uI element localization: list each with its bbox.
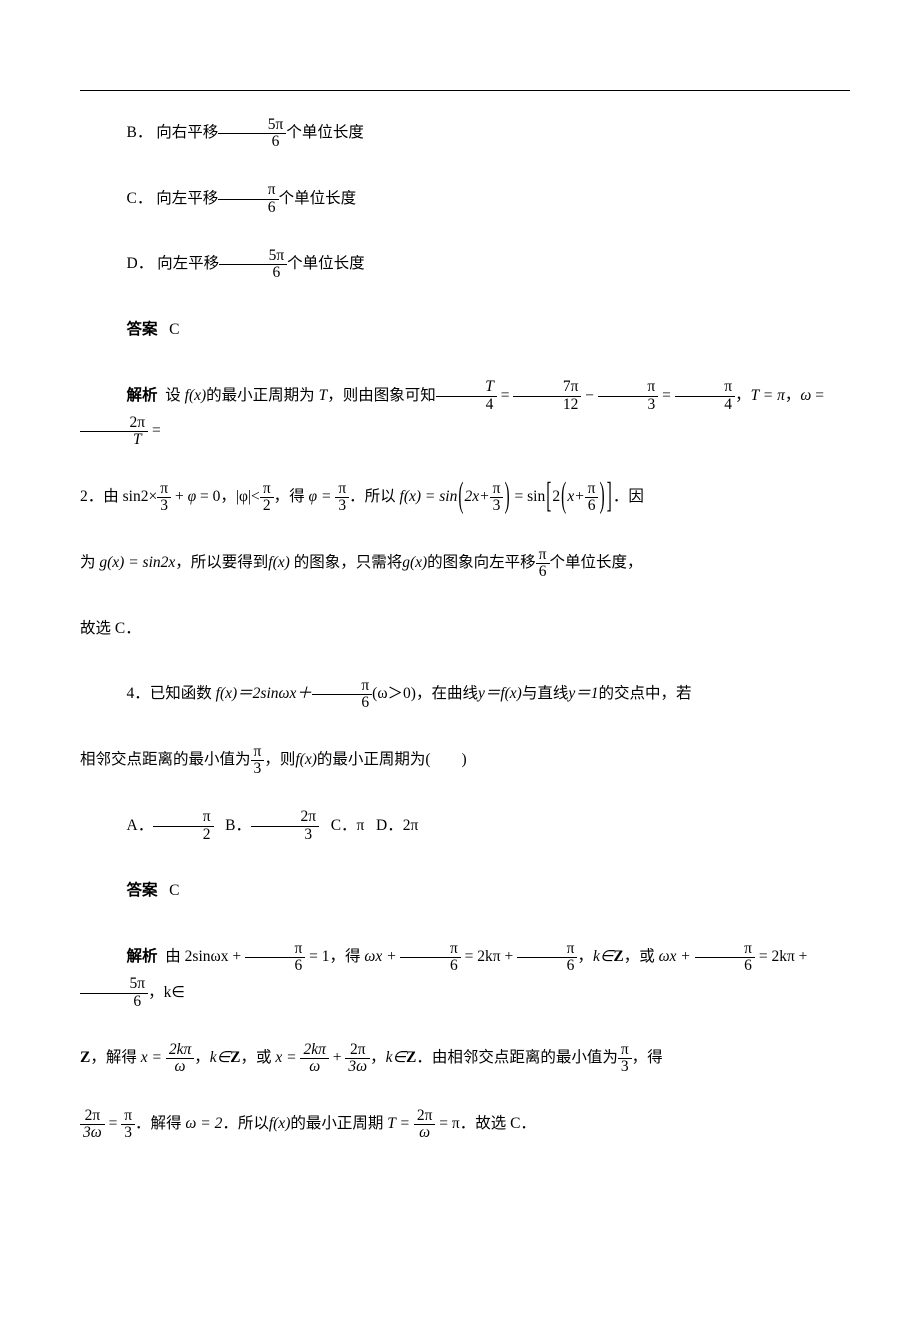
option-label: A． — [127, 817, 154, 834]
answer-label: 答案 — [127, 321, 158, 338]
fraction: 5π6 — [219, 248, 287, 282]
option-text: 向右平移 — [156, 124, 218, 141]
rbracket-icon: ] — [607, 456, 612, 538]
fraction: π6 — [400, 941, 460, 975]
fraction: π2 — [260, 481, 274, 515]
q4-explanation-line3: 2π3ω = π3．解得 ω = 2．所以f(x)的最小正周期 T = 2πω … — [80, 1106, 850, 1142]
fraction: π6 — [245, 941, 305, 975]
q4-answer: 答案 C — [80, 873, 850, 909]
rparen-icon: ) — [599, 456, 604, 538]
q3-option-d: D． 向左平移5π6个单位长度 — [80, 246, 850, 282]
q4-options: A．π2 B．2π3 C．π D．2π — [80, 808, 850, 844]
option-label: D． — [376, 817, 403, 834]
fraction: π6 — [517, 941, 577, 975]
lparen-icon: ( — [458, 456, 463, 538]
explanation-label: 解析 — [127, 387, 158, 404]
option-label: B． — [225, 817, 251, 834]
option-label: C． — [127, 190, 153, 207]
fraction: π3 — [157, 481, 171, 515]
fraction: 7π12 — [513, 379, 581, 413]
fraction: 5π6 — [218, 117, 286, 151]
fraction: 2kπω — [300, 1042, 328, 1076]
q4-stem: 4．已知函数 f(x)＝2sinωx＋π6(ω＞0)，在曲线y＝f(x)与直线y… — [80, 676, 850, 712]
fraction: π6 — [585, 481, 599, 515]
q3-explanation-line4: 故选 C． — [80, 611, 850, 647]
lparen-icon: ( — [561, 456, 566, 538]
q4-stem-line2: 相邻交点距离的最小值为π3，则f(x)的最小正周期为( ) — [80, 742, 850, 778]
q3-answer: 答案 C — [80, 312, 850, 348]
fraction: 2π3ω — [345, 1042, 370, 1076]
fraction: π3 — [121, 1108, 135, 1142]
fraction: 2kπω — [166, 1042, 194, 1076]
option-label: D． — [127, 255, 154, 272]
answer-value: C — [169, 321, 179, 338]
fraction: π4 — [675, 379, 735, 413]
fraction: 5π6 — [80, 976, 148, 1010]
option-text: 向左平移 — [156, 190, 218, 207]
fraction: 2π3ω — [80, 1108, 105, 1142]
option-label: B． — [127, 124, 153, 141]
option-text: 向左平移 — [157, 255, 219, 272]
q3-explanation-line3: 为 g(x) = sin2x，所以要得到f(x) 的图象，只需将g(x)的图象向… — [80, 545, 850, 581]
fraction: π6 — [312, 678, 372, 712]
q3-option-b: B． 向右平移5π6个单位长度 — [80, 115, 850, 151]
explanation-label: 解析 — [127, 948, 158, 965]
fx: f(x) — [185, 387, 207, 404]
fraction: π3 — [490, 481, 504, 515]
fraction: π3 — [335, 481, 349, 515]
option-label: C． — [331, 817, 357, 834]
q3-explanation: 解析 设 f(x)的最小正周期为 T，则由图象可知T4 = 7π12 − π3 … — [80, 378, 850, 449]
rparen-icon: ) — [504, 456, 509, 538]
T: T — [319, 387, 328, 404]
q4-explanation-line2: Z，解得 x = 2kπω，k∈Z，或 x = 2kπω + 2π3ω，k∈Z．… — [80, 1040, 850, 1076]
fraction: 2πT — [80, 415, 148, 449]
fraction: π2 — [153, 809, 213, 843]
fraction: π3 — [251, 744, 265, 778]
top-rule — [80, 90, 850, 91]
q3-option-c: C． 向左平移π6个单位长度 — [80, 181, 850, 217]
page: B． 向右平移5π6个单位长度 C． 向左平移π6个单位长度 D． 向左平移5π… — [0, 0, 920, 1322]
q4-explanation: 解析 由 2sinωx + π6 = 1，得 ωx + π6 = 2kπ + π… — [80, 939, 850, 1010]
fraction: 2π3 — [251, 809, 319, 843]
fraction: π3 — [598, 379, 658, 413]
fraction: π6 — [218, 182, 278, 216]
answer-label: 答案 — [127, 882, 158, 899]
fraction: π6 — [695, 941, 755, 975]
fraction: T4 — [436, 379, 497, 413]
fraction: 2πω — [414, 1108, 436, 1142]
fraction: π6 — [536, 547, 550, 581]
q3-explanation-line2: 2．由 sin2×π3 + φ = 0，|φ|<π2，得 φ = π3．所以 f… — [80, 479, 850, 515]
lbracket-icon: [ — [546, 456, 551, 538]
q4-number: 4． — [127, 685, 150, 702]
fraction: π3 — [618, 1042, 632, 1076]
answer-value: C — [169, 882, 179, 899]
